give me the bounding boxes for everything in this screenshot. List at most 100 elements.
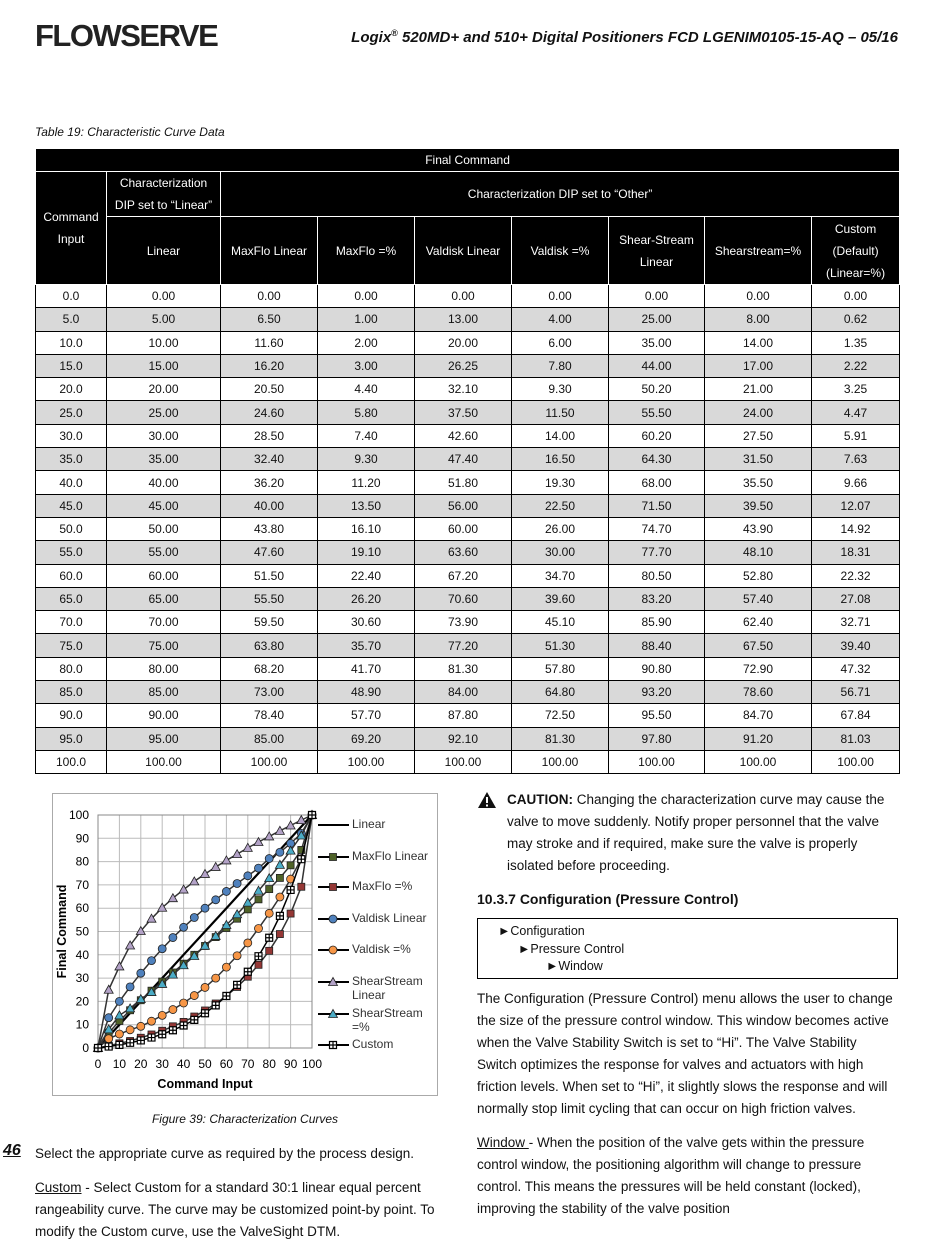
- cell: 81.30: [414, 656, 512, 682]
- cell: 57.40: [704, 586, 812, 612]
- marker: [167, 892, 179, 903]
- cell: 63.80: [220, 633, 318, 658]
- marker: [189, 991, 199, 1000]
- cell: 37.50: [414, 400, 512, 425]
- cell: 11.50: [511, 400, 609, 425]
- cell: 35.70: [317, 633, 415, 658]
- table-row: 90.0 90.00 78.40 57.70 87.80 72.50 95.50 84.70 6…: [35, 703, 901, 728]
- menu-item: ►Window: [546, 959, 603, 973]
- x-tick-label: 50: [198, 1057, 212, 1071]
- marker: [274, 825, 286, 835]
- cell: 47.32: [810, 656, 901, 682]
- x-tick-label: 80: [263, 1057, 277, 1071]
- cell: 5.80: [317, 400, 415, 425]
- marker: [243, 871, 253, 881]
- marker: [190, 1015, 199, 1024]
- cell: 16.50: [511, 447, 609, 472]
- marker: [125, 982, 135, 992]
- marker: [147, 1033, 156, 1042]
- cell: 65.0: [35, 586, 107, 612]
- marker: [104, 1034, 114, 1044]
- cell: 80.00: [106, 656, 221, 682]
- cell: 32.10: [414, 377, 512, 402]
- marker: [264, 872, 275, 883]
- cell: 43.80: [220, 516, 318, 542]
- cell: 93.20: [608, 680, 705, 705]
- menu-item: ►Configuration: [498, 924, 585, 938]
- table-row: 65.0 65.00 55.50 26.20 70.60 39.60 83.20 57.40 2…: [35, 586, 901, 612]
- cell: 39.40: [810, 633, 901, 658]
- marker: [115, 1029, 124, 1039]
- cell: 6.00: [511, 330, 609, 355]
- marker: [231, 848, 243, 859]
- marker: [104, 1042, 113, 1051]
- marker: [178, 884, 189, 894]
- marker: [265, 885, 274, 893]
- cell: 85.0: [35, 680, 107, 705]
- legend-label: Valdisk =%: [352, 942, 411, 956]
- marker: [232, 951, 242, 961]
- cell: 100.00: [608, 749, 705, 775]
- cell: 11.20: [317, 470, 415, 495]
- figure-caption: Figure 39: Characterization Curves: [151, 1112, 339, 1126]
- marker: [286, 909, 295, 918]
- paragraph: Custom - Select Custom for a standard 30…: [35, 1177, 455, 1243]
- marker: [199, 868, 211, 878]
- cell: 67.50: [704, 633, 812, 658]
- x-tick-label: 90: [284, 1057, 298, 1071]
- cell: 0.0: [35, 283, 107, 309]
- marker: [157, 1010, 167, 1020]
- cell: 48.10: [704, 540, 812, 565]
- cell: 77.20: [414, 633, 512, 658]
- marker: [103, 984, 114, 994]
- marker: [233, 980, 242, 990]
- caution: CAUTION: Changing the characterization c…: [507, 789, 897, 877]
- marker: [264, 854, 274, 863]
- y-tick-label: 80: [76, 855, 90, 869]
- cell: 7.80: [511, 353, 609, 379]
- marker: [286, 885, 295, 895]
- cell: 64.80: [511, 680, 609, 705]
- legend-label: ShearStream Linear: [352, 974, 423, 1002]
- cell: 36.20: [220, 470, 318, 495]
- marker: [93, 1043, 103, 1053]
- cell: 13.00: [414, 307, 512, 332]
- title-rest: 520MD+ and 510+ Digital Positioners FCD …: [397, 29, 898, 46]
- cell: 25.0: [35, 400, 107, 425]
- cell: 5.91: [810, 423, 901, 449]
- logo: FLOWSERVE: [35, 18, 219, 53]
- cell: 92.10: [414, 726, 512, 751]
- marker: [297, 855, 306, 864]
- marker: [254, 895, 263, 904]
- marker: [275, 892, 285, 902]
- marker: [253, 836, 264, 846]
- marker: [221, 962, 231, 972]
- marker: [307, 810, 317, 820]
- marker: [103, 1024, 114, 1034]
- table-row: 30.0 30.00 28.50 7.40 42.60 14.00 60.20 27.50 5.…: [35, 423, 901, 449]
- cell: 41.70: [317, 656, 415, 682]
- cell: 50.0: [35, 516, 107, 542]
- cell: 7.63: [810, 447, 901, 472]
- cell: 42.60: [414, 423, 512, 449]
- marker: [135, 925, 146, 935]
- cell: 40.00: [220, 493, 318, 518]
- legend-marker: [329, 883, 337, 891]
- cell: 80.50: [608, 563, 705, 588]
- cell: 65.00: [106, 586, 221, 612]
- marker: [179, 922, 189, 932]
- cell: 73.00: [220, 680, 318, 705]
- marker: [274, 859, 286, 869]
- cell: 48.90: [317, 680, 415, 705]
- marker: [200, 983, 210, 992]
- cell: 55.00: [106, 540, 221, 565]
- legend-label: MaxFlo =%: [352, 879, 413, 893]
- header-title: Logix® 520MD+ and 510+ Digital Positione…: [351, 28, 898, 46]
- cell: 24.60: [220, 400, 318, 425]
- y-tick-label: 90: [76, 831, 90, 845]
- marker: [135, 993, 146, 1003]
- cell: 100.0: [35, 749, 107, 775]
- cell: 44.00: [608, 353, 705, 379]
- marker: [296, 814, 307, 825]
- marker: [147, 1016, 156, 1026]
